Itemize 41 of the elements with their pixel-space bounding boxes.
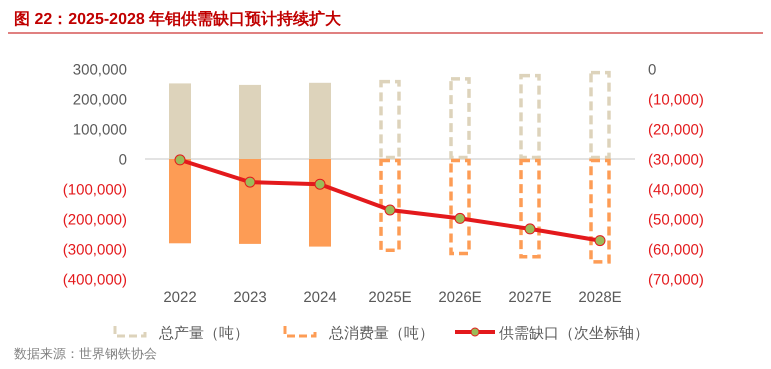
point — [244, 176, 256, 188]
x-tick-label: 2023 — [233, 289, 267, 306]
y-tick-label: (300,000) — [62, 241, 127, 258]
bar — [239, 159, 261, 244]
point — [314, 178, 326, 190]
y2-tick-label: (20,000) — [648, 121, 704, 138]
point — [174, 154, 186, 166]
point — [524, 223, 536, 234]
bar — [309, 82, 331, 159]
bar — [169, 159, 191, 244]
source-note: 数据来源：世界钢铁协会 — [14, 346, 157, 361]
y-tick-label: 100,000 — [72, 121, 127, 138]
y2-tick-label: (50,000) — [648, 211, 704, 228]
y2-tick-label: (60,000) — [648, 241, 704, 258]
legend-label: 总产量（吨） — [158, 325, 249, 342]
chart-title: 图 22：2025-2028 年钼供需缺口预计持续扩大 — [14, 10, 342, 28]
point — [454, 212, 466, 224]
y-tick-label: (100,000) — [62, 181, 127, 198]
y-tick-label: 0 — [118, 151, 127, 168]
x-tick-label: 2022 — [163, 289, 197, 306]
bar — [309, 159, 331, 247]
y2-tick-label: 0 — [648, 61, 656, 78]
bar — [239, 84, 261, 159]
x-tick-label: 2025E — [368, 289, 412, 306]
y2-tick-label: (10,000) — [648, 91, 704, 108]
y2-tick-label: (70,000) — [648, 271, 704, 288]
x-tick-label: 2027E — [508, 289, 552, 306]
y-tick-label: (200,000) — [62, 211, 127, 228]
y-tick-label: (400,000) — [62, 271, 127, 288]
y2-tick-label: (30,000) — [648, 151, 704, 168]
x-tick-label: 2024 — [303, 289, 337, 306]
x-tick-label: 2028E — [578, 289, 622, 306]
legend-label: 总消费量（吨） — [328, 325, 434, 342]
legend-label: 供需缺口（次坐标轴） — [499, 325, 649, 342]
bar — [169, 83, 191, 159]
point — [594, 235, 606, 246]
y-tick-label: 200,000 — [72, 91, 127, 108]
x-tick-label: 2026E — [438, 289, 482, 306]
y2-tick-label: (40,000) — [648, 181, 704, 198]
y-tick-label: 300,000 — [72, 61, 127, 78]
point — [384, 204, 396, 216]
